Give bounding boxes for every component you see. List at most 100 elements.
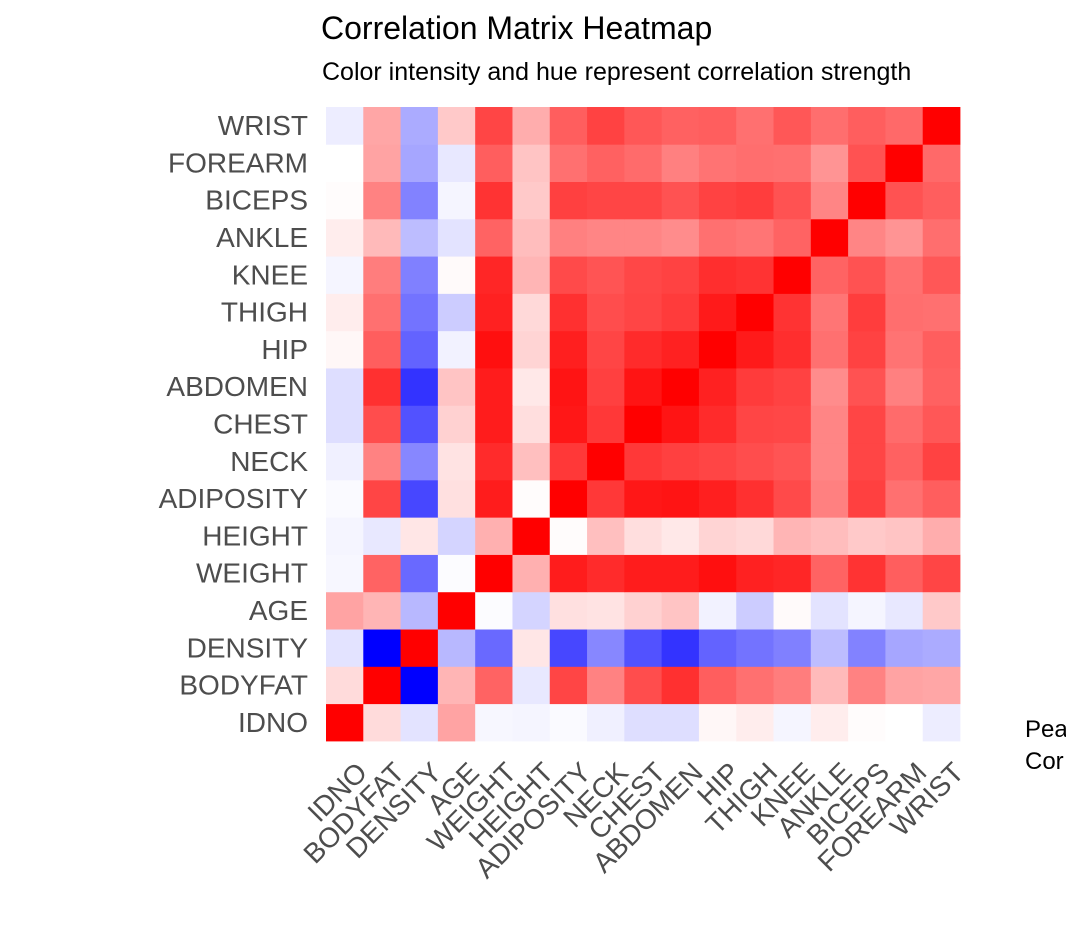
heatmap-cell-biceps-height: [512, 181, 551, 220]
heatmap-cell-forearm-weight: [475, 144, 513, 182]
heatmap-cell-bodyfat-bodyfat: [363, 666, 401, 705]
heatmap-cell-ankle-ankle: [810, 218, 849, 257]
y-tick-label-wrist: WRIST: [218, 110, 308, 141]
heatmap-cell-age-neck: [587, 591, 625, 630]
y-tick-label-knee: KNEE: [232, 259, 308, 290]
heatmap-cell-wrist-age: [437, 107, 476, 145]
heatmap-cell-abdomen-weight: [475, 368, 513, 406]
heatmap-cell-forearm-wrist: [922, 144, 961, 182]
heatmap-cell-neck-knee: [773, 442, 812, 481]
heatmap-cell-knee-wrist: [922, 256, 961, 294]
heatmap-cell-height-forearm: [885, 517, 924, 555]
heatmap-cell-abdomen-idno: [326, 368, 364, 406]
heatmap-cells: [326, 107, 961, 742]
heatmap-cell-wrist-neck: [587, 107, 625, 145]
heatmap-cell-neck-idno: [326, 442, 364, 481]
heatmap-cell-abdomen-thigh: [736, 368, 774, 406]
heatmap-cell-height-hip: [698, 517, 737, 555]
heatmap-cell-bodyfat-chest: [624, 666, 663, 705]
x-axis-tick-labels: IDNOBODYFATDENSITYAGEWEIGHTHEIGHTADIPOSI…: [297, 756, 969, 884]
heatmap-cell-density-neck: [587, 629, 625, 667]
heatmap-cell-bodyfat-wrist: [922, 666, 961, 705]
heatmap-cell-neck-chest: [624, 442, 663, 481]
heatmap-cell-chest-thigh: [736, 405, 774, 444]
heatmap-cell-density-height: [512, 629, 551, 667]
heatmap-cell-hip-hip: [698, 330, 737, 369]
heatmap-cell-density-density: [400, 629, 439, 667]
heatmap-cell-chest-wrist: [922, 405, 961, 444]
heatmap-cell-bodyfat-forearm: [885, 666, 924, 705]
heatmap-cell-forearm-biceps: [848, 144, 886, 182]
heatmap-cell-bodyfat-neck: [587, 666, 625, 705]
heatmap-cell-forearm-thigh: [736, 144, 774, 182]
heatmap-cell-bodyfat-density: [400, 666, 439, 705]
heatmap-cell-idno-idno: [326, 703, 364, 742]
heatmap-cell-weight-age: [437, 554, 476, 593]
y-tick-label-neck: NECK: [230, 446, 308, 477]
heatmap-cell-neck-biceps: [848, 442, 886, 481]
legend-title-line-2: Cor: [1025, 748, 1064, 775]
heatmap-cell-weight-hip: [698, 554, 737, 593]
heatmap-cell-neck-neck: [587, 442, 625, 481]
heatmap-cell-weight-neck: [587, 554, 625, 593]
heatmap-cell-knee-hip: [698, 256, 737, 294]
heatmap-cell-weight-abdomen: [661, 554, 700, 593]
heatmap-cell-ankle-chest: [624, 218, 663, 257]
heatmap-cell-adiposity-density: [400, 479, 439, 518]
heatmap-cell-bodyfat-ankle: [810, 666, 849, 705]
heatmap-cell-wrist-forearm: [885, 107, 924, 145]
heatmap-cell-biceps-forearm: [885, 181, 924, 220]
heatmap-cell-weight-chest: [624, 554, 663, 593]
y-tick-label-abdomen: ABDOMEN: [166, 371, 308, 402]
heatmap-cell-age-ankle: [810, 591, 849, 630]
heatmap-cell-density-thigh: [736, 629, 774, 667]
heatmap-cell-ankle-forearm: [885, 218, 924, 257]
heatmap-cell-biceps-hip: [698, 181, 737, 220]
heatmap-cell-thigh-neck: [587, 293, 625, 332]
heatmap-cell-knee-bodyfat: [363, 256, 401, 294]
y-tick-label-age: AGE: [249, 595, 308, 626]
heatmap-cell-thigh-height: [512, 293, 551, 332]
heatmap-cell-biceps-weight: [475, 181, 513, 220]
heatmap-cell-neck-age: [437, 442, 476, 481]
heatmap-cell-bodyfat-hip: [698, 666, 737, 705]
heatmap-cell-density-biceps: [848, 629, 886, 667]
heatmap-cell-biceps-thigh: [736, 181, 774, 220]
heatmap-cell-knee-density: [400, 256, 439, 294]
heatmap-cell-wrist-biceps: [848, 107, 886, 145]
heatmap-cell-abdomen-density: [400, 368, 439, 406]
heatmap-cell-knee-ankle: [810, 256, 849, 294]
heatmap-cell-height-wrist: [922, 517, 961, 555]
heatmap-cell-height-neck: [587, 517, 625, 555]
heatmap-cell-thigh-thigh: [736, 293, 774, 332]
heatmap-cell-idno-chest: [624, 703, 663, 742]
heatmap-cell-thigh-idno: [326, 293, 364, 332]
y-axis-tick-labels: IDNO BODYFAT DENSITY AGE WEIGHT HEIGHT ADIPOSI…: [159, 110, 309, 738]
heatmap-cell-hip-adiposity: [549, 330, 588, 369]
heatmap-cell-height-chest: [624, 517, 663, 555]
heatmap-cell-knee-neck: [587, 256, 625, 294]
heatmap-cell-biceps-wrist: [922, 181, 961, 220]
heatmap-cell-abdomen-abdomen: [661, 368, 700, 406]
heatmap-cell-thigh-biceps: [848, 293, 886, 332]
heatmap-cell-idno-weight: [475, 703, 513, 742]
heatmap-cell-weight-weight: [475, 554, 513, 593]
heatmap-cell-neck-hip: [698, 442, 737, 481]
heatmap-cell-weight-bodyfat: [363, 554, 401, 593]
heatmap-cell-ankle-density: [400, 218, 439, 257]
heatmap-cell-abdomen-height: [512, 368, 551, 406]
heatmap-cell-age-age: [437, 591, 476, 630]
heatmap-cell-abdomen-chest: [624, 368, 663, 406]
heatmap-cell-age-biceps: [848, 591, 886, 630]
heatmap-cell-hip-abdomen: [661, 330, 700, 369]
heatmap-cell-thigh-abdomen: [661, 293, 700, 332]
heatmap-cell-hip-wrist: [922, 330, 961, 369]
heatmap-cell-knee-chest: [624, 256, 663, 294]
heatmap-cell-wrist-ankle: [810, 107, 849, 145]
legend-title-line-1: Pea: [1025, 716, 1066, 743]
heatmap-cell-age-adiposity: [549, 591, 588, 630]
heatmap-cell-bodyfat-knee: [773, 666, 812, 705]
heatmap-cell-idno-biceps: [848, 703, 886, 742]
heatmap-cell-weight-wrist: [922, 554, 961, 593]
heatmap-cell-knee-forearm: [885, 256, 924, 294]
